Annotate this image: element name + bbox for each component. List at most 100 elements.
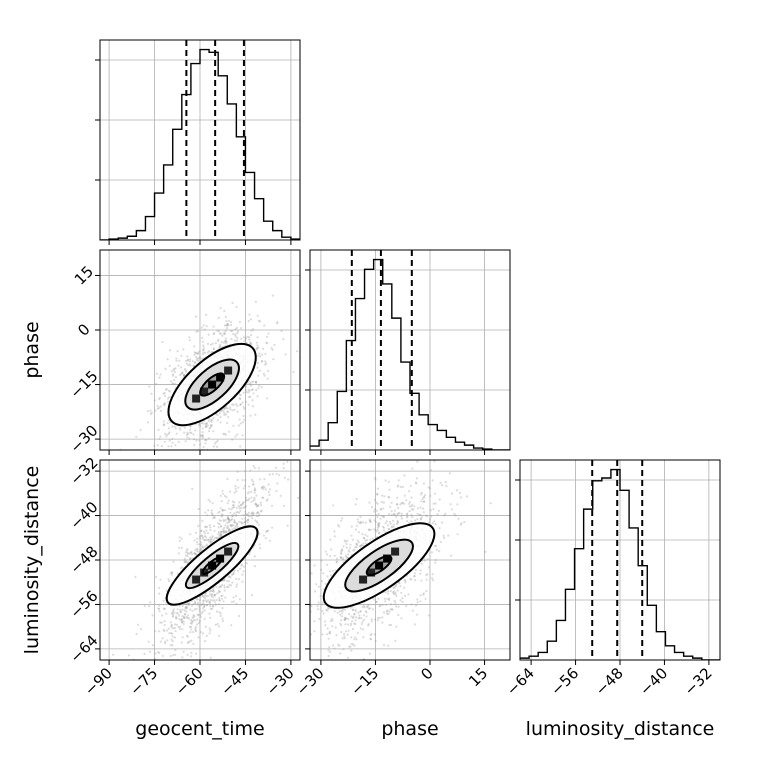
scatter-point (393, 586, 396, 589)
scatter-point (415, 604, 418, 607)
scatter-point (176, 612, 180, 615)
scatter-point (242, 406, 245, 409)
scatter-point (373, 519, 376, 522)
scatter-point (279, 494, 282, 497)
scatter-point (348, 613, 351, 616)
scatter-point (156, 407, 159, 410)
scatter-point (229, 408, 232, 411)
scatter-point (357, 617, 360, 620)
scatter-point (388, 610, 391, 613)
scatter-point (184, 613, 187, 616)
scatter-point (228, 528, 231, 531)
scatter-point (239, 521, 243, 524)
scatter-point (430, 469, 433, 472)
scatter-point (270, 347, 273, 350)
scatter-point (366, 605, 369, 608)
scatter-point (223, 494, 227, 497)
scatter-point (373, 498, 376, 502)
scatter-point (448, 472, 451, 475)
scatter-point (231, 301, 234, 304)
scatter-point (176, 608, 179, 611)
scatter-point (368, 519, 371, 523)
scatter-point (364, 542, 368, 545)
scatter-point (182, 620, 185, 623)
scatter-point (367, 624, 370, 627)
scatter-point (204, 422, 207, 425)
scatter-point (216, 414, 219, 417)
scatter-point (190, 550, 193, 554)
scatter-point (244, 505, 248, 508)
scatter-point (360, 622, 363, 626)
scatter-point (195, 652, 198, 655)
scatter-point (438, 550, 441, 553)
scatter-point (209, 424, 212, 427)
scatter-point (209, 343, 213, 346)
scatter-point (268, 539, 271, 543)
scatter-point (377, 532, 381, 535)
scatter-point (204, 425, 207, 428)
scatter-point (271, 526, 274, 529)
scatter-point (329, 538, 332, 541)
scatter-point (341, 609, 344, 613)
scatter-point (212, 332, 215, 335)
scatter-point (377, 616, 380, 620)
scatter-point (397, 605, 400, 608)
scatter-point (188, 428, 192, 431)
scatter-point (206, 525, 209, 528)
contour-level-1 (199, 372, 226, 397)
scatter-point (234, 484, 237, 488)
scatter-point (214, 342, 217, 345)
scatter-point (315, 583, 318, 586)
scatter-point (173, 663, 175, 665)
scatter-point (338, 525, 341, 528)
scatter-point (351, 620, 354, 623)
scatter-point (343, 619, 346, 622)
scatter-point (395, 515, 398, 519)
scatter-point (201, 545, 204, 549)
scatter-point (196, 603, 199, 606)
scatter-point (234, 525, 237, 528)
scatter-point (209, 500, 212, 503)
scatter-point (362, 536, 366, 540)
scatter-point (175, 623, 178, 626)
scatter-point (165, 435, 168, 438)
scatter-point (201, 519, 204, 523)
scatter-point (386, 597, 389, 601)
xtick-label-luminosity_distance: −56 (547, 664, 582, 699)
scatter-point (209, 593, 212, 596)
scatter-point (218, 586, 221, 589)
scatter-point (268, 473, 271, 476)
scatter-point (376, 516, 379, 519)
scatter-point (334, 626, 337, 629)
scatter-point (170, 624, 173, 627)
scatter-point (354, 503, 357, 506)
scatter-point (218, 599, 221, 602)
scatter-point (135, 435, 138, 438)
contour-level-3 (165, 525, 259, 606)
scatter-point (371, 537, 374, 540)
scatter-point (181, 656, 184, 659)
scatter-point (257, 319, 260, 322)
scatter-point (195, 540, 199, 544)
scatter-point (229, 523, 232, 527)
scatter-point (249, 469, 252, 472)
scatter-point (352, 643, 355, 646)
scatter-point (189, 622, 192, 625)
scatter-point (376, 526, 379, 529)
scatter-point (422, 511, 425, 514)
scatter-point (225, 340, 228, 343)
scatter-point (317, 585, 320, 588)
scatter-point (364, 539, 367, 542)
scatter-point (206, 424, 209, 427)
scatter-point (164, 432, 167, 436)
scatter-point (205, 603, 208, 607)
scatter-point (233, 491, 236, 494)
scatter-point (410, 513, 413, 517)
scatter-point (257, 346, 260, 349)
scatter-point (250, 342, 253, 345)
scatter-point (213, 332, 216, 335)
scatter-point (231, 438, 234, 441)
scatter-point (416, 460, 419, 463)
scatter-point (351, 538, 354, 542)
scatter-point (258, 546, 261, 550)
